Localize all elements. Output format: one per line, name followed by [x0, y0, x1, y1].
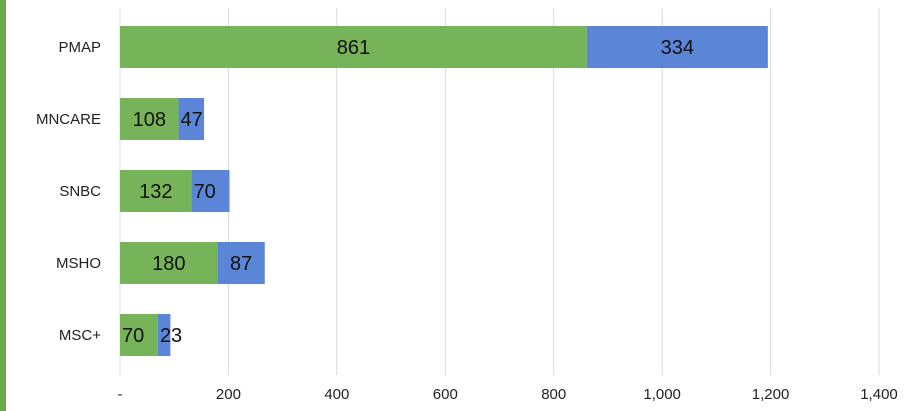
data-label: 180 — [152, 253, 185, 275]
x-tick-label: 400 — [324, 386, 349, 403]
bar-segment — [120, 170, 192, 212]
category-label: SNBC — [59, 183, 101, 200]
x-tick-label: 1,400 — [860, 386, 898, 403]
x-tick-label: 200 — [216, 386, 241, 403]
data-label: 132 — [139, 181, 172, 203]
x-tick-label: 1,000 — [643, 386, 681, 403]
x-tick-label: - — [118, 386, 123, 403]
category-label: MSHO — [56, 255, 101, 272]
bar-segment — [120, 26, 587, 68]
data-label: 70 — [194, 181, 216, 203]
bar-segment — [120, 242, 218, 284]
bar-segment — [217, 242, 265, 284]
data-label: 23 — [160, 325, 182, 347]
x-tick-label: 800 — [541, 386, 566, 403]
bar-segment — [120, 98, 179, 140]
category-label: MNCARE — [36, 111, 101, 128]
bar-segment — [157, 314, 171, 356]
bar-segment — [120, 314, 158, 356]
bar-segment — [586, 26, 768, 68]
category-label: MSC+ — [59, 327, 101, 344]
data-label: 47 — [181, 109, 203, 131]
category-label: PMAP — [58, 39, 101, 56]
data-label: 108 — [133, 109, 166, 131]
bar-segment — [178, 98, 205, 140]
data-label: 70 — [122, 325, 144, 347]
data-label: 861 — [337, 37, 370, 59]
data-label: 87 — [230, 253, 252, 275]
bar-segment — [191, 170, 230, 212]
stacked-bar-chart: - 200 400 600 800 1,000 1,200 1,400 PMAP 861 334 MN… — [36, 8, 898, 403]
x-tick-label: 600 — [433, 386, 458, 403]
x-tick-label: 1,200 — [752, 386, 790, 403]
data-label: 334 — [661, 37, 694, 59]
